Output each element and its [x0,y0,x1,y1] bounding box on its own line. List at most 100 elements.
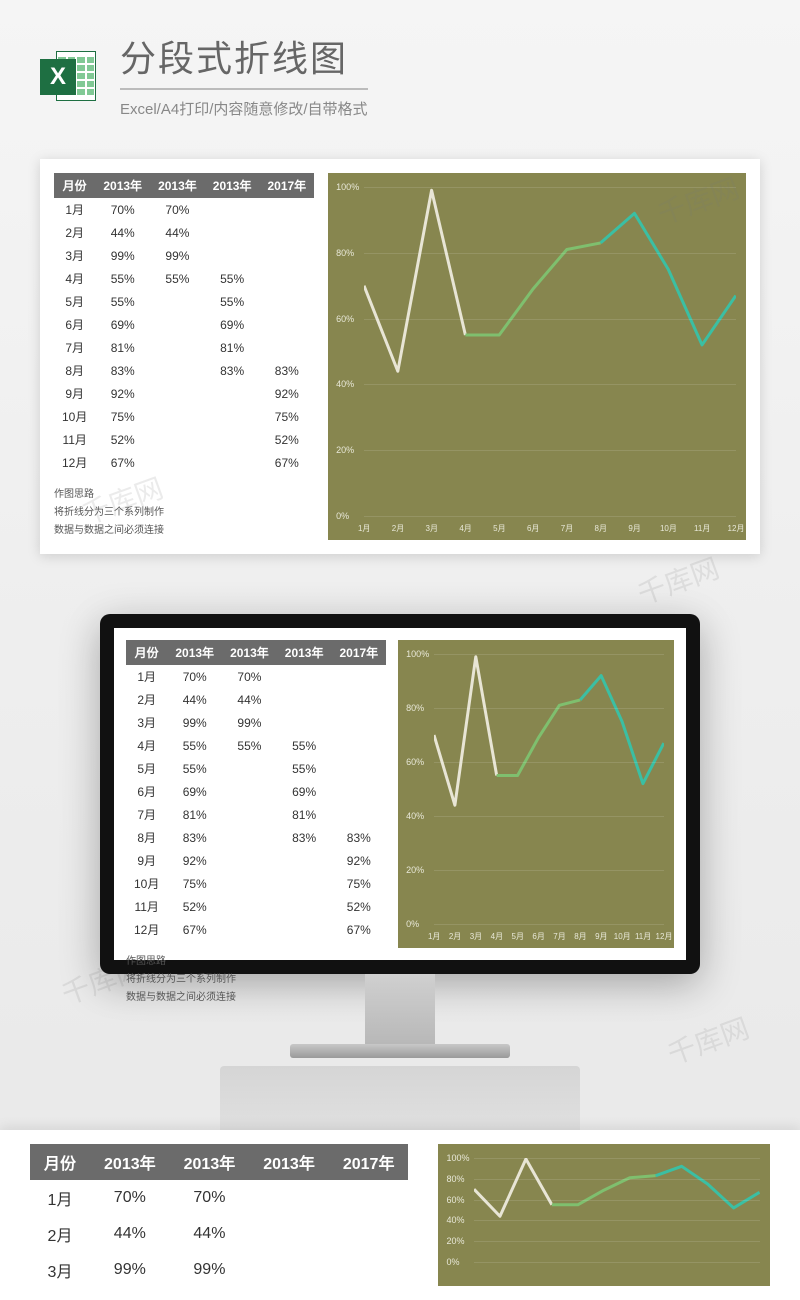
watermark: 千库网 [632,547,725,613]
table-row: 10月75%75% [54,405,314,428]
table-row: 9月92%92% [54,382,314,405]
chart-ylabel: 40% [406,811,424,821]
table-header: 2013年 [170,1144,250,1180]
table-header: 2017年 [331,640,386,665]
chart-ylabel: 100% [406,649,429,659]
table-row: 1月70%70% [30,1180,408,1216]
table-header: 2013年 [249,1144,329,1180]
chart-ylabel: 40% [336,379,354,389]
table-row: 6月69%69% [126,780,386,803]
chart-xlabel: 11月 [635,931,651,942]
chart-xlabel: 12月 [728,523,745,534]
excel-icon-letter: X [40,59,76,95]
chart-series-seg3 [656,1166,760,1208]
chart-ylabel: 80% [406,703,424,713]
chart-xlabel: 10月 [660,523,677,534]
table-row: 2月44%44% [54,221,314,244]
monitor-mockup: 月份2013年2013年2013年2017年 1月70%70%2月44%44%3… [0,614,800,1186]
table-header: 2013年 [95,173,150,198]
table-zone: 月份2013年2013年2013年2017年 1月70%70%2月44%44%3… [54,173,314,540]
chart-ylabel: 20% [446,1236,464,1246]
table-row: 11月52%52% [126,895,386,918]
chart-ylabel: 80% [336,248,354,258]
chart-ylabel: 0% [446,1257,459,1267]
table-row: 3月99%99% [30,1252,408,1288]
table-row: 3月99%99% [126,711,386,734]
table-row: 12月67%67% [126,918,386,941]
chart-ylabel: 60% [446,1195,464,1205]
chart-xlabel: 5月 [493,523,505,534]
line-chart-monitor: 0%20%40%60%80%100%1月2月3月4月5月6月7月8月9月10月1… [398,640,674,948]
table-row: 12月67%67% [54,451,314,474]
chart-series-seg3 [601,213,736,345]
table-header: 月份 [54,173,95,198]
chart-ylabel: 0% [336,511,349,521]
table-row: 2月44%44% [30,1216,408,1252]
table-row: 8月83%83%83% [126,826,386,849]
note-line: 数据与数据之间必须连接 [54,522,314,540]
chart-xlabel: 10月 [614,931,631,942]
chart-xlabel: 4月 [491,931,503,942]
table-header: 月份 [30,1144,90,1180]
table-row: 5月55%55% [54,290,314,313]
table-row: 5月55%55% [126,757,386,780]
chart-xlabel: 11月 [694,523,710,534]
chart-ylabel: 60% [336,314,354,324]
chart-xlabel: 2月 [392,523,404,534]
chart-ylabel: 80% [446,1174,464,1184]
chart-xlabel: 6月 [527,523,539,534]
line-chart-bottom: 0%20%40%60%80%100% [438,1144,770,1286]
notes: 作图思路 将折线分为三个系列制作 数据与数据之间必须连接 [54,486,314,540]
main-preview-panel: 月份2013年2013年2013年2017年 1月70%70%2月44%44%3… [40,159,760,554]
table-row: 7月81%81% [126,803,386,826]
chart-xlabel: 3月 [470,931,482,942]
table-row: 2月44%44% [126,688,386,711]
table-header: 2013年 [167,640,222,665]
chart-series-seg3 [580,676,664,784]
table-header: 2013年 [90,1144,170,1180]
note-line: 将折线分为三个系列制作 [54,504,314,522]
line-chart: 0%20%40%60%80%100%1月2月3月4月5月6月7月8月9月10月1… [328,173,746,540]
excel-icon: X [40,45,100,105]
table-row: 8月83%83%83% [54,359,314,382]
notes-monitor: 作图思路 将折线分为三个系列制作 数据与数据之间必须连接 [126,953,386,1007]
chart-series-seg1 [364,190,465,371]
table-header: 2013年 [150,173,205,198]
table-header: 2013年 [205,173,260,198]
chart-ylabel: 0% [406,919,419,929]
bottom-crop-panel: 月份2013年2013年2013年2017年 1月70%70%2月44%44%3… [0,1130,800,1300]
note-line: 作图思路 [54,486,314,504]
monitor-screen: 月份2013年2013年2013年2017年 1月70%70%2月44%44%3… [100,614,700,974]
table-row: 9月92%92% [126,849,386,872]
chart-xlabel: 7月 [553,931,565,942]
chart-series-seg2 [466,243,601,335]
chart-ylabel: 60% [406,757,424,767]
table-header: 2017年 [259,173,314,198]
chart-xlabel: 12月 [656,931,673,942]
chart-ylabel: 20% [336,445,354,455]
chart-series-seg1 [434,657,497,806]
table-header: 2013年 [222,640,277,665]
page-subtitle: Excel/A4打印/内容随意修改/自带格式 [120,98,368,119]
table-header: 月份 [126,640,167,665]
chart-xlabel: 6月 [532,931,544,942]
table-header: 2017年 [329,1144,409,1180]
chart-ylabel: 20% [406,865,424,875]
chart-xlabel: 8月 [595,523,607,534]
chart-ylabel: 40% [446,1215,464,1225]
table-row: 1月70%70% [126,665,386,688]
data-table: 月份2013年2013年2013年2017年 1月70%70%2月44%44%3… [54,173,314,474]
table-row: 11月52%52% [54,428,314,451]
table-row: 7月81%81% [54,336,314,359]
chart-ylabel: 100% [336,182,359,192]
table-row: 4月55%55%55% [54,267,314,290]
chart-xlabel: 2月 [449,931,461,942]
chart-xlabel: 1月 [428,931,440,942]
chart-xlabel: 3月 [426,523,438,534]
data-table-bottom: 月份2013年2013年2013年2017年 1月70%70%2月44%44%3… [30,1144,408,1288]
chart-xlabel: 4月 [459,523,471,534]
chart-series-seg1 [474,1159,552,1216]
page-title: 分段式折线图 [120,30,368,90]
table-row: 4月55%55%55% [126,734,386,757]
chart-xlabel: 9月 [595,931,607,942]
